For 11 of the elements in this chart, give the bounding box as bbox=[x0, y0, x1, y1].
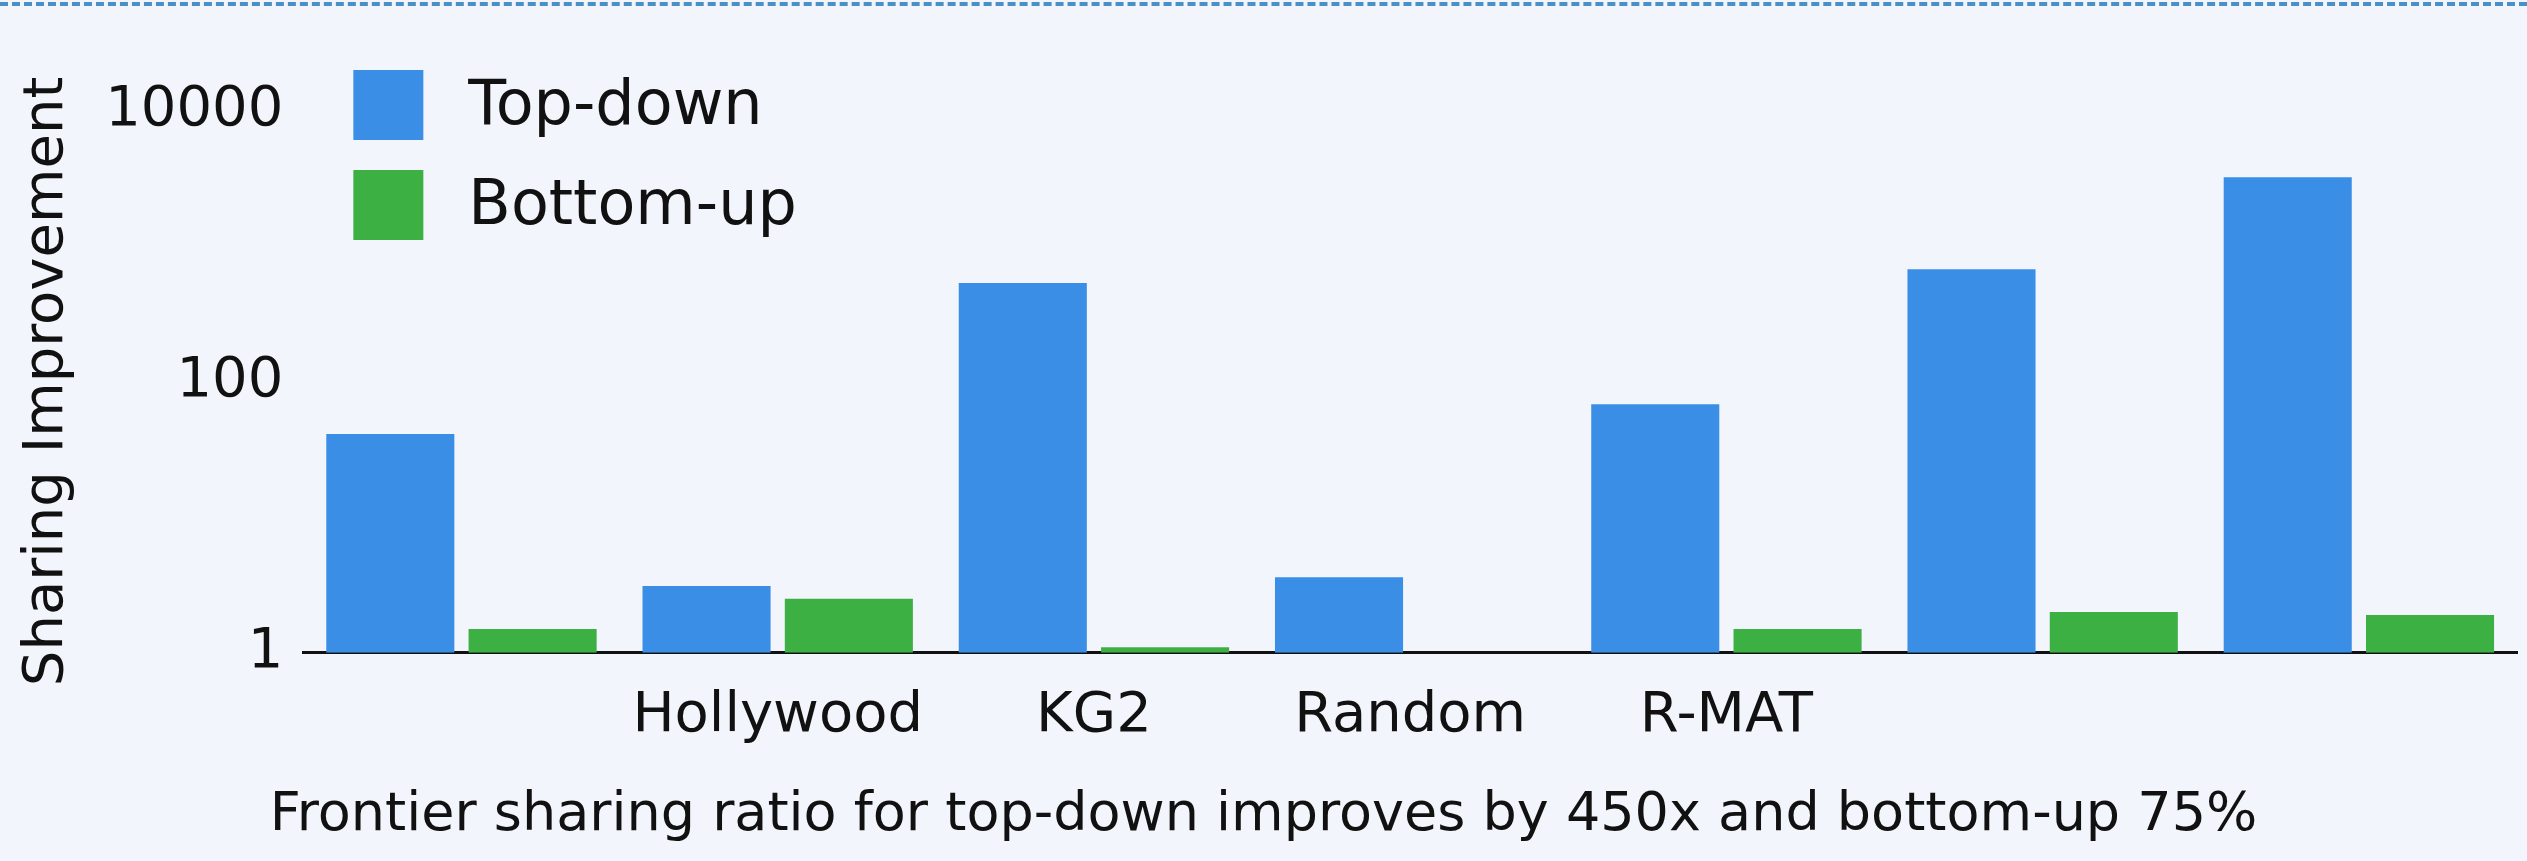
text: Frontier sharing ratio for top-down improves by 450x and bottom-up 75% bbox=[268, 780, 2259, 843]
legend-label: Bottom-up bbox=[468, 166, 797, 240]
legend-label: Top-down bbox=[467, 66, 763, 140]
y-tick-label: 100 bbox=[176, 343, 284, 409]
x-tick-label: R-MAT bbox=[1639, 678, 1814, 744]
x-tick-label: Random bbox=[1294, 678, 1527, 744]
y-axis-title: Sharing Improvement bbox=[10, 76, 76, 687]
y-tick-label: 10000 bbox=[105, 72, 284, 138]
x-tick-label: KG2 bbox=[1036, 678, 1152, 744]
y-tick-label: 1 bbox=[247, 615, 284, 681]
x-tick-label: Hollywood bbox=[632, 678, 923, 744]
